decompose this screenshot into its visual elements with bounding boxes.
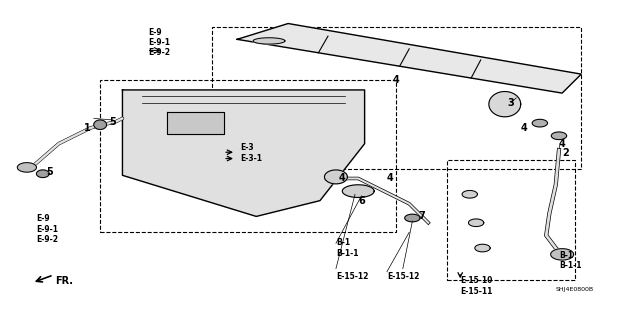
Polygon shape xyxy=(253,38,285,44)
Polygon shape xyxy=(404,214,420,222)
Polygon shape xyxy=(532,119,547,127)
Polygon shape xyxy=(489,92,521,117)
Polygon shape xyxy=(550,249,573,260)
Text: E-9
E-9-1
E-9-2: E-9 E-9-1 E-9-2 xyxy=(148,28,170,57)
Polygon shape xyxy=(167,112,225,134)
Text: 4: 4 xyxy=(393,76,400,85)
Polygon shape xyxy=(462,190,477,198)
Text: FR.: FR. xyxy=(56,276,74,286)
Polygon shape xyxy=(36,170,49,177)
Polygon shape xyxy=(122,90,365,216)
Text: 4: 4 xyxy=(520,123,527,133)
Polygon shape xyxy=(468,219,484,226)
Polygon shape xyxy=(551,132,566,140)
Text: 4: 4 xyxy=(559,139,566,149)
Text: SHJ4E0800B: SHJ4E0800B xyxy=(556,287,594,292)
Text: 5: 5 xyxy=(109,116,116,127)
Text: E-9
E-9-1
E-9-2: E-9 E-9-1 E-9-2 xyxy=(36,214,58,244)
Text: 6: 6 xyxy=(358,196,365,206)
Text: 7: 7 xyxy=(419,211,426,221)
Polygon shape xyxy=(342,185,374,197)
Text: B-1
B-1-1: B-1 B-1-1 xyxy=(559,251,582,271)
Text: E-15-12: E-15-12 xyxy=(336,272,368,281)
Text: 4: 4 xyxy=(339,174,346,183)
Text: E-15-12: E-15-12 xyxy=(387,272,419,281)
Polygon shape xyxy=(475,244,490,252)
Text: E-3
E-3-1: E-3 E-3-1 xyxy=(241,144,262,163)
Text: 3: 3 xyxy=(508,98,515,108)
Text: 2: 2 xyxy=(562,148,569,158)
Text: E-15-10
E-15-11: E-15-10 E-15-11 xyxy=(460,276,493,296)
Polygon shape xyxy=(17,163,36,172)
Polygon shape xyxy=(237,24,581,93)
Text: B-1
B-1-1: B-1 B-1-1 xyxy=(336,238,358,258)
Text: 1: 1 xyxy=(84,123,91,133)
Polygon shape xyxy=(94,120,106,130)
Text: 4: 4 xyxy=(387,174,394,183)
Polygon shape xyxy=(324,170,348,184)
Text: 5: 5 xyxy=(46,167,52,177)
